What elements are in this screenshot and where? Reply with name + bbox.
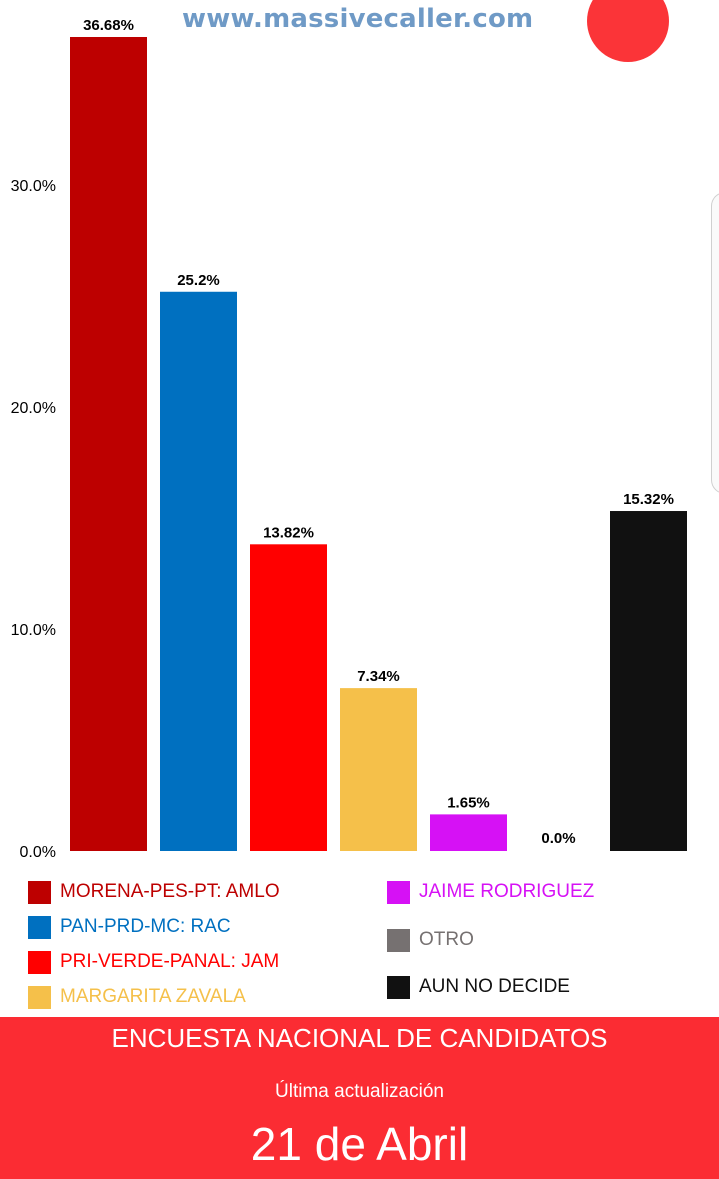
legend-swatch: [28, 950, 51, 974]
legend-item-undecided: AUN NO DECIDE: [387, 974, 570, 1000]
banner-subtitle: Última actualización: [275, 1081, 444, 1102]
chart-legend: MORENA-PES-PT: AMLO PAN-PRD-MC: RAC PRI-…: [0, 873, 719, 1013]
bar-value-label: 15.32%: [623, 491, 674, 508]
survey-banner: ENCUESTA NACIONAL DE CANDIDATOS Última a…: [0, 1017, 719, 1179]
banner-date: 21 de Abril: [250, 1118, 469, 1170]
legend-label: MORENA-PES-PT: AMLO: [60, 881, 280, 902]
banner-title: ENCUESTA NACIONAL DE CANDIDATOS: [111, 1023, 608, 1053]
legend-label: AUN NO DECIDE: [419, 976, 570, 997]
bar-value-label: 36.68%: [83, 17, 134, 34]
bar: [250, 544, 327, 851]
legend-label: PRI-VERDE-PANAL: JAM: [60, 951, 280, 972]
legend-item-zavala: MARGARITA ZAVALA: [28, 984, 246, 1010]
legend-label: JAIME RODRIGUEZ: [419, 881, 595, 902]
bar: [340, 688, 417, 851]
bar-value-label: 1.65%: [447, 794, 490, 811]
legend-item-amlo: MORENA-PES-PT: AMLO: [28, 879, 280, 905]
y-tick-label: 10.0%: [11, 622, 56, 639]
legend-item-jaime: JAIME RODRIGUEZ: [387, 879, 594, 905]
bar: [70, 37, 147, 851]
legend-item-otro: OTRO: [387, 927, 474, 953]
bar-value-label: 13.82%: [263, 524, 314, 541]
bar: [610, 511, 687, 851]
bar: [160, 291, 237, 851]
y-tick-label: 20.0%: [11, 400, 56, 417]
legend-label: PAN-PRD-MC: RAC: [60, 916, 231, 937]
bar-chart: 0.0% 10.0% 20.0% 30.0% 36.68% 25.2% 13.82% 7.34…: [11, 17, 687, 861]
bar-value-label: 0.0%: [541, 830, 575, 847]
legend-swatch: [387, 880, 410, 904]
legend-swatch: [387, 975, 410, 999]
legend-item-jam: PRI-VERDE-PANAL: JAM: [28, 949, 279, 975]
watermark-url: www.massivecaller.com: [182, 4, 534, 34]
legend-swatch: [28, 880, 51, 904]
legend-label: OTRO: [419, 929, 474, 950]
legend-label: MARGARITA ZAVALA: [60, 986, 246, 1007]
y-tick-label: 0.0%: [20, 844, 56, 861]
legend-item-rac: PAN-PRD-MC: RAC: [28, 914, 231, 940]
bar: [430, 814, 507, 851]
legend-swatch: [387, 928, 410, 952]
legend-swatch: [28, 985, 51, 1009]
y-tick-label: 30.0%: [11, 178, 56, 195]
legend-swatch: [28, 915, 51, 939]
bar-value-label: 25.2%: [177, 272, 220, 289]
bar-value-label: 7.34%: [357, 668, 400, 685]
